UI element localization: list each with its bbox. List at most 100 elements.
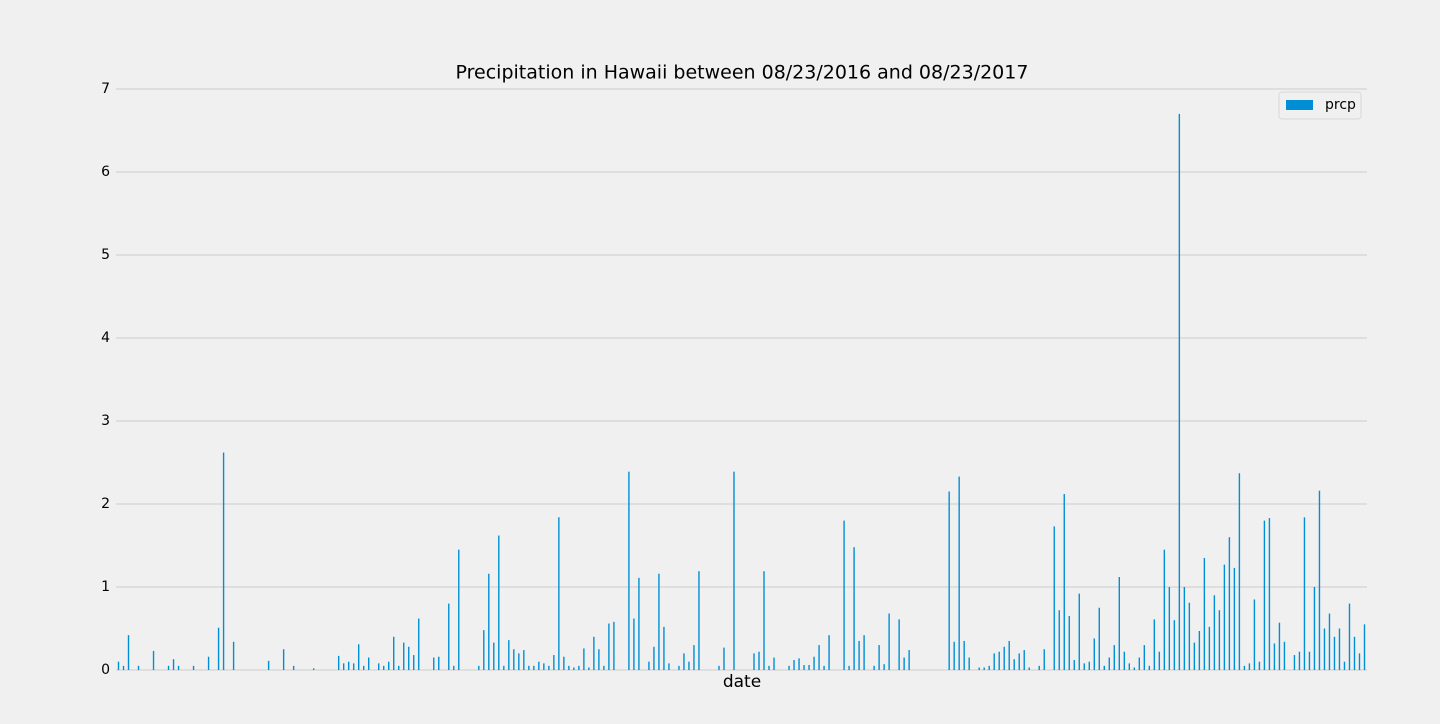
bar bbox=[633, 618, 635, 670]
bar bbox=[568, 665, 570, 670]
bar bbox=[1208, 626, 1211, 670]
bar bbox=[588, 667, 590, 670]
bar bbox=[1343, 661, 1346, 670]
bar bbox=[1058, 610, 1060, 670]
bar bbox=[638, 577, 640, 670]
bar bbox=[543, 663, 545, 670]
bar bbox=[963, 640, 965, 670]
bar bbox=[1128, 663, 1131, 670]
bar bbox=[1328, 613, 1331, 670]
bar bbox=[403, 642, 405, 670]
bar bbox=[998, 651, 1000, 670]
bar bbox=[1203, 557, 1206, 670]
bar bbox=[1268, 518, 1271, 670]
bar bbox=[658, 573, 660, 670]
bar bbox=[1008, 640, 1010, 670]
bar bbox=[1018, 653, 1020, 670]
bar bbox=[873, 665, 875, 670]
bar bbox=[1248, 663, 1251, 670]
bar bbox=[1298, 651, 1301, 670]
bar bbox=[267, 660, 270, 670]
bar bbox=[533, 665, 535, 670]
bar bbox=[413, 655, 415, 670]
bar bbox=[573, 667, 575, 670]
bar bbox=[1078, 593, 1080, 670]
bar bbox=[593, 636, 595, 670]
bar bbox=[853, 547, 855, 670]
chart-title: Precipitation in Hawaii between 08/23/20… bbox=[456, 62, 1029, 84]
bar bbox=[948, 491, 950, 670]
x-axis-label: date bbox=[723, 672, 761, 692]
legend: prcp bbox=[1278, 91, 1362, 120]
bar bbox=[993, 653, 995, 670]
bar bbox=[1138, 657, 1141, 670]
bar bbox=[688, 661, 690, 670]
bar bbox=[558, 517, 560, 670]
bar bbox=[1238, 473, 1241, 670]
y-tick-label: 4 bbox=[101, 330, 110, 346]
bar bbox=[483, 630, 485, 670]
bar bbox=[1108, 657, 1110, 670]
bar bbox=[1283, 641, 1286, 670]
bar bbox=[152, 650, 155, 670]
bar bbox=[352, 663, 355, 670]
bar bbox=[1193, 642, 1196, 670]
bar bbox=[383, 665, 385, 670]
bar bbox=[1088, 661, 1090, 670]
bar bbox=[898, 619, 900, 670]
bar bbox=[1133, 667, 1136, 670]
bar bbox=[1263, 520, 1266, 670]
bar bbox=[357, 644, 360, 670]
bar bbox=[1303, 517, 1306, 670]
bar bbox=[788, 665, 790, 670]
bar bbox=[232, 641, 235, 670]
bar bbox=[683, 653, 685, 670]
bar bbox=[1163, 549, 1166, 670]
bar bbox=[282, 649, 285, 670]
legend-swatch bbox=[1286, 100, 1313, 110]
bar bbox=[818, 645, 820, 670]
bar bbox=[1363, 624, 1366, 670]
bar bbox=[763, 571, 765, 670]
bar bbox=[1333, 636, 1336, 670]
bar bbox=[453, 665, 455, 670]
bar bbox=[733, 471, 735, 670]
bar bbox=[843, 520, 845, 670]
bar bbox=[1278, 622, 1281, 670]
bar bbox=[1068, 616, 1070, 670]
bar bbox=[398, 665, 400, 670]
bar bbox=[903, 657, 905, 670]
bar bbox=[1123, 651, 1126, 670]
bar bbox=[493, 642, 495, 670]
bar bbox=[1188, 602, 1191, 670]
bar bbox=[433, 657, 435, 670]
bar bbox=[192, 665, 195, 670]
bar bbox=[1348, 603, 1351, 670]
legend-box bbox=[1278, 91, 1362, 120]
bar bbox=[768, 665, 770, 670]
bar bbox=[723, 647, 725, 670]
y-tick-label: 3 bbox=[101, 413, 110, 429]
bar bbox=[1168, 587, 1171, 670]
legend-label: prcp bbox=[1325, 97, 1356, 113]
bar bbox=[653, 646, 655, 670]
bar bbox=[378, 663, 380, 670]
bar bbox=[553, 655, 555, 670]
bar bbox=[1083, 663, 1085, 670]
bar bbox=[773, 657, 775, 670]
bar bbox=[583, 648, 585, 670]
bar bbox=[878, 645, 880, 670]
bar bbox=[127, 635, 130, 670]
bar bbox=[813, 656, 815, 670]
bar bbox=[1243, 665, 1246, 670]
y-tick-label: 6 bbox=[101, 164, 110, 180]
bar bbox=[803, 665, 805, 670]
bar bbox=[528, 665, 530, 670]
bar bbox=[983, 667, 985, 670]
bar bbox=[137, 665, 140, 670]
bar bbox=[1233, 567, 1236, 670]
bar bbox=[693, 645, 695, 670]
bar bbox=[978, 667, 980, 670]
bar bbox=[393, 636, 395, 670]
